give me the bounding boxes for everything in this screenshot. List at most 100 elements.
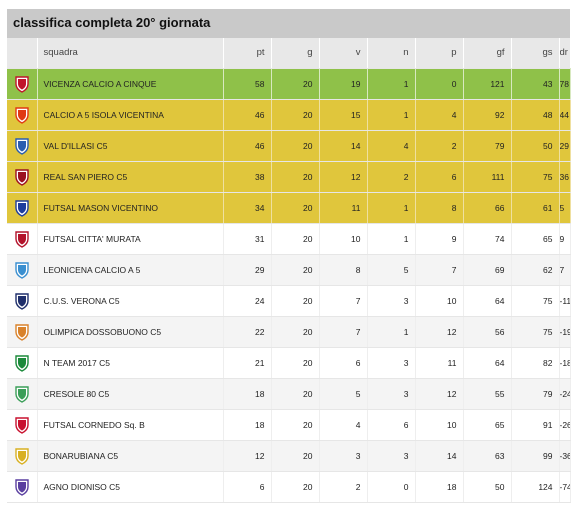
table-row[interactable]: VAL D'ILLASI C5 46 20 14 4 2 79 50 29 (7, 130, 571, 162)
cell-p: 14 (415, 440, 464, 472)
cell-p: 11 (415, 347, 464, 379)
cell-gf: 64 (463, 347, 512, 379)
team-name[interactable]: FUTSAL CORNEDO Sq. B (37, 409, 224, 441)
team-logo-cell (7, 68, 38, 100)
cell-g: 20 (271, 471, 320, 503)
team-logo-cell (7, 409, 38, 441)
cell-p: 18 (415, 471, 464, 503)
team-name[interactable]: AGNO DIONISO C5 (37, 471, 224, 503)
cell-gs: 75 (511, 316, 560, 348)
header-n[interactable]: n (367, 38, 416, 69)
cell-v: 7 (319, 285, 368, 317)
cell-gs: 61 (511, 192, 560, 224)
cell-n: 0 (367, 471, 416, 503)
cell-p: 9 (415, 223, 464, 255)
team-logo-cell (7, 130, 38, 162)
cell-gf: 121 (463, 68, 512, 100)
cell-p: 10 (415, 285, 464, 317)
cell-g: 20 (271, 223, 320, 255)
cell-g: 20 (271, 409, 320, 441)
cell-pt: 21 (223, 347, 272, 379)
cell-v: 12 (319, 161, 368, 193)
table-row[interactable]: C.U.S. VERONA C5 24 20 7 3 10 64 75 -11 (7, 285, 571, 317)
team-name[interactable]: OLIMPICA DOSSOBUONO C5 (37, 316, 224, 348)
header-gf[interactable]: gf (463, 38, 512, 69)
cell-dr: 7 (559, 254, 571, 286)
cell-gf: 66 (463, 192, 512, 224)
team-name[interactable]: FUTSAL MASON VICENTINO (37, 192, 224, 224)
cell-gf: 50 (463, 471, 512, 503)
cell-dr: 9 (559, 223, 571, 255)
cell-gf: 79 (463, 130, 512, 162)
header-v[interactable]: v (319, 38, 368, 69)
team-name[interactable]: REAL SAN PIERO C5 (37, 161, 224, 193)
team-logo-cell (7, 378, 38, 410)
cell-pt: 18 (223, 378, 272, 410)
header-pt[interactable]: pt (223, 38, 272, 69)
team-name[interactable]: BONARUBIANA C5 (37, 440, 224, 472)
team-name[interactable]: FUTSAL CITTA' MURATA (37, 223, 224, 255)
cell-dr: -18 (559, 347, 571, 379)
table-row[interactable]: FUTSAL CITTA' MURATA 31 20 10 1 9 74 65 9 (7, 223, 571, 255)
cell-gs: 75 (511, 285, 560, 317)
cresole-crest-icon (13, 385, 31, 403)
team-logo-cell (7, 285, 38, 317)
n-team-crest-icon (13, 354, 31, 372)
team-logo-cell (7, 99, 38, 131)
table-header-row: squadra pt g v n p gf gs dr (7, 38, 571, 69)
header-team[interactable]: squadra (37, 38, 224, 69)
cell-p: 2 (415, 130, 464, 162)
cell-g: 20 (271, 130, 320, 162)
cell-dr: 5 (559, 192, 571, 224)
cell-dr: -36 (559, 440, 571, 472)
cell-g: 20 (271, 192, 320, 224)
team-name[interactable]: C.U.S. VERONA C5 (37, 285, 224, 317)
cell-n: 3 (367, 378, 416, 410)
header-gs[interactable]: gs (511, 38, 560, 69)
cell-gs: 82 (511, 347, 560, 379)
header-p[interactable]: p (415, 38, 464, 69)
leonicena-crest-icon (13, 261, 31, 279)
agno-dioniso-crest-icon (13, 478, 31, 496)
team-name[interactable]: LEONICENA CALCIO A 5 (37, 254, 224, 286)
cell-pt: 38 (223, 161, 272, 193)
citta-murata-crest-icon (13, 230, 31, 248)
team-name[interactable]: VAL D'ILLASI C5 (37, 130, 224, 162)
header-dr[interactable]: dr (559, 38, 571, 69)
cell-pt: 58 (223, 68, 272, 100)
team-logo-cell (7, 223, 38, 255)
standings-table: squadra pt g v n p gf gs dr VICENZA CALC… (7, 38, 571, 503)
cell-p: 8 (415, 192, 464, 224)
team-name[interactable]: N TEAM 2017 C5 (37, 347, 224, 379)
cell-dr: 44 (559, 99, 571, 131)
table-row[interactable]: LEONICENA CALCIO A 5 29 20 8 5 7 69 62 7 (7, 254, 571, 286)
team-name[interactable]: CALCIO A 5 ISOLA VICENTINA (37, 99, 224, 131)
team-name[interactable]: VICENZA CALCIO A CINQUE (37, 68, 224, 100)
cell-pt: 6 (223, 471, 272, 503)
cell-v: 2 (319, 471, 368, 503)
cell-gs: 50 (511, 130, 560, 162)
cell-gf: 65 (463, 409, 512, 441)
cell-v: 15 (319, 99, 368, 131)
cell-gs: 48 (511, 99, 560, 131)
table-row[interactable]: VICENZA CALCIO A CINQUE 58 20 19 1 0 121 43 78 (7, 68, 571, 100)
cell-dr: 29 (559, 130, 571, 162)
cell-g: 20 (271, 254, 320, 286)
cell-g: 20 (271, 316, 320, 348)
table-row[interactable]: FUTSAL MASON VICENTINO 34 20 11 1 8 66 61 5 (7, 192, 571, 224)
cell-p: 0 (415, 68, 464, 100)
team-logo-cell (7, 471, 38, 503)
team-name[interactable]: CRESOLE 80 C5 (37, 378, 224, 410)
header-g[interactable]: g (271, 38, 320, 69)
standings-title: classifica completa 20° giornata (7, 9, 570, 38)
cell-v: 6 (319, 347, 368, 379)
cell-gf: 69 (463, 254, 512, 286)
table-row[interactable]: REAL SAN PIERO C5 38 20 12 2 6 111 75 36 (7, 161, 571, 193)
table-row[interactable]: CALCIO A 5 ISOLA VICENTINA 46 20 15 1 4 92 48 44 (7, 99, 571, 131)
